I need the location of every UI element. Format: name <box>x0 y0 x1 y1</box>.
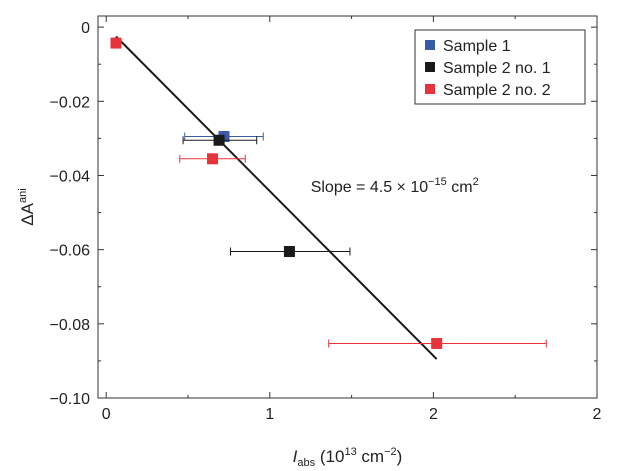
fit-line <box>115 35 438 360</box>
data-point <box>283 246 295 258</box>
x-tick-label: 1 <box>265 406 274 423</box>
x-axis-label-unit-open: (10 <box>315 447 344 466</box>
legend-label: Sample 2 no. 1 <box>443 60 551 77</box>
x-axis-label-unit: cm <box>357 447 384 466</box>
y-tick-label: −0.06 <box>50 243 91 260</box>
legend-label: Sample 1 <box>443 38 511 55</box>
data-point <box>207 153 219 165</box>
slope-annotation-exponent: −15 <box>428 176 447 188</box>
slope-annotation-unit-exponent: 2 <box>473 176 479 188</box>
x-axis-label-unit-exponent: −2 <box>384 446 397 458</box>
y-axis-label-symbol: ΔA <box>18 202 37 225</box>
axes-group <box>97 15 598 399</box>
data-point <box>213 134 225 146</box>
x-axis-label: Iabs (1013 cm−2) <box>293 446 403 469</box>
y-tick-label: −0.04 <box>50 168 91 185</box>
y-tick-label: −0.02 <box>50 94 91 111</box>
data-point <box>110 37 122 49</box>
y-tick-label: −0.10 <box>50 391 91 408</box>
slope-annotation: Slope = 4.5 × 10−15 cm2 <box>311 176 479 196</box>
legend-marker <box>425 84 435 94</box>
x-axis-label-exponent: 13 <box>344 446 356 458</box>
legend-label: Sample 2 no. 2 <box>443 82 551 99</box>
plot-frame <box>97 15 598 399</box>
data-points-group <box>110 37 547 349</box>
legend-marker <box>425 40 435 50</box>
y-axis-label: ΔAani <box>17 188 37 225</box>
legend-marker <box>425 62 435 72</box>
y-axis-label-superscript: ani <box>17 188 29 203</box>
x-axis-label-symbol: I <box>293 447 298 466</box>
x-tick-label: 0 <box>102 406 111 423</box>
slope-annotation-prefix: Slope = 4.5 × 10 <box>311 179 429 196</box>
x-axis-label-unit-close: ) <box>397 447 403 466</box>
x-axis-label-subscript: abs <box>297 457 315 469</box>
slope-annotation-unit: cm <box>447 179 473 196</box>
data-point <box>431 337 443 349</box>
y-tick-label: −0.08 <box>50 317 91 334</box>
x-tick-label: 2 <box>593 406 602 423</box>
tick-labels-group: 0 1 2 2 0 −0.02 −0.04 −0.06 −0.08 −0.10 <box>50 20 602 423</box>
legend-frame <box>414 29 586 105</box>
legend: Sample 1 Sample 2 no. 1 Sample 2 no. 2 <box>414 29 586 105</box>
fit-line-group <box>115 35 438 360</box>
x-tick-label: 2 <box>429 406 438 423</box>
y-tick-label: 0 <box>81 20 90 37</box>
